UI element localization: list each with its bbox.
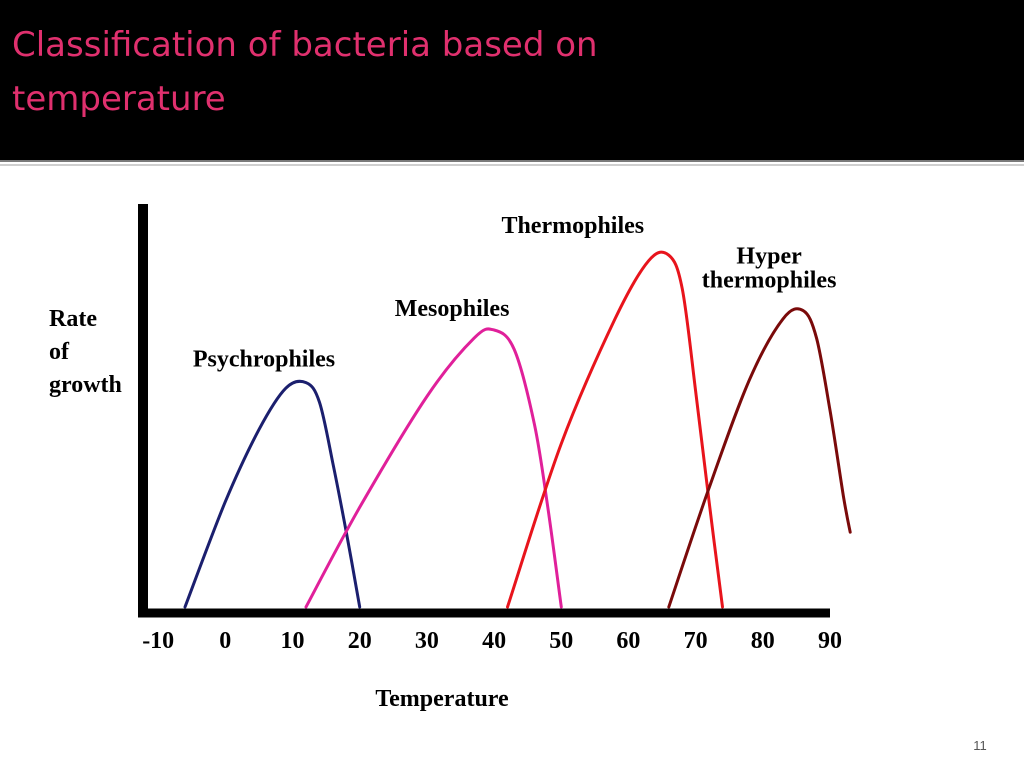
curve-thermophiles [506,250,724,609]
series-label-hyper-thermophiles: thermophiles [702,268,837,294]
title-bar: Classification of bacteria based on temp… [0,0,1024,160]
x-tick-label: -10 [142,628,174,654]
y-axis-label-line: growth [49,372,122,398]
x-tick-label: 30 [415,628,439,654]
x-tick-label: 80 [751,628,775,654]
series-curves [183,250,852,609]
x-tick-labels: -10 0 10 20 30 40 50 60 70 80 90 [142,628,842,654]
curve-mesophiles [304,327,563,609]
chart-axes [138,204,830,618]
x-tick-label: 90 [818,628,842,654]
x-axis-label: Temperature [375,686,509,712]
series-label-psychrophiles: Psychrophiles [193,347,335,373]
y-axis-label-line: Rate [49,306,97,332]
y-axis-label: Rate of growth [49,306,122,398]
curve-hyper-thermophiles [667,307,852,609]
series-label-thermophiles: Thermophiles [501,213,644,239]
y-axis-label-line: of [49,339,70,365]
series-labels: Psychrophiles Mesophiles Thermophiles Hyper… [193,213,837,372]
x-tick-label: 60 [616,628,640,654]
x-tick-label: 40 [482,628,506,654]
slide-title: Classification of bacteria based on temp… [12,25,598,119]
x-tick-label: 20 [348,628,372,654]
x-tick-label: 0 [219,628,231,654]
series-label-hyper-thermophiles: Hyper [736,244,802,270]
curve-psychrophiles [183,379,362,609]
title-divider-light [0,164,1024,166]
slide-number: 11 [973,738,987,753]
x-tick-label: 70 [684,628,708,654]
x-tick-label: 10 [281,628,305,654]
x-tick-label: 50 [549,628,573,654]
series-label-mesophiles: Mesophiles [395,296,510,322]
title-divider [0,160,1024,162]
